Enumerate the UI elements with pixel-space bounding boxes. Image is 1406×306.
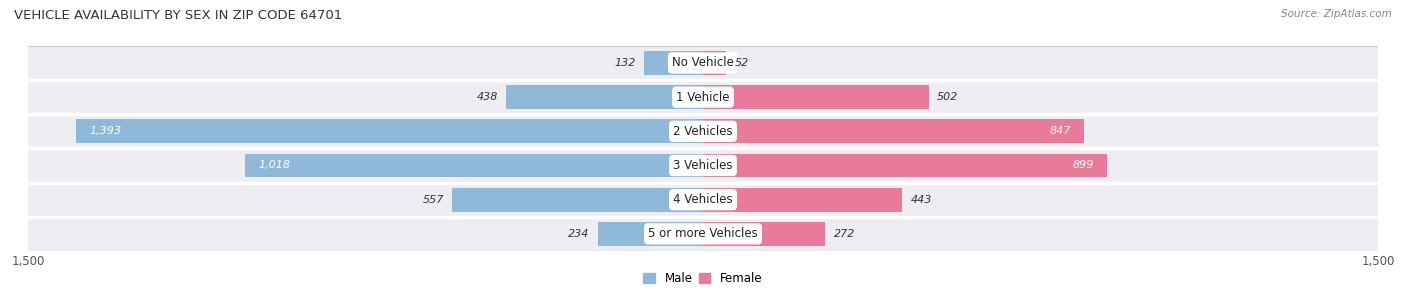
Bar — [28, 148, 1378, 183]
Bar — [703, 188, 903, 212]
Bar — [28, 80, 1378, 114]
Text: 1,018: 1,018 — [259, 160, 291, 170]
Text: 557: 557 — [423, 195, 444, 205]
Bar — [453, 188, 703, 212]
Text: 899: 899 — [1073, 160, 1094, 170]
Text: 52: 52 — [734, 58, 749, 68]
Bar — [703, 119, 1084, 143]
Text: 2 Vehicles: 2 Vehicles — [673, 125, 733, 138]
Text: 1,393: 1,393 — [90, 126, 122, 136]
Bar — [506, 85, 703, 109]
Bar — [703, 154, 1108, 177]
Bar — [703, 85, 929, 109]
Text: 234: 234 — [568, 229, 589, 239]
Bar — [28, 46, 1378, 80]
Bar — [598, 222, 703, 246]
Text: 272: 272 — [834, 229, 855, 239]
Bar — [76, 119, 703, 143]
Text: 443: 443 — [911, 195, 932, 205]
Text: 4 Vehicles: 4 Vehicles — [673, 193, 733, 206]
Text: Source: ZipAtlas.com: Source: ZipAtlas.com — [1281, 9, 1392, 19]
Bar — [245, 154, 703, 177]
Bar — [28, 114, 1378, 148]
Text: VEHICLE AVAILABILITY BY SEX IN ZIP CODE 64701: VEHICLE AVAILABILITY BY SEX IN ZIP CODE … — [14, 9, 342, 22]
Text: 502: 502 — [936, 92, 959, 102]
Text: 438: 438 — [477, 92, 498, 102]
Legend: Male, Female: Male, Female — [638, 268, 768, 290]
Bar — [28, 217, 1378, 251]
Text: 1 Vehicle: 1 Vehicle — [676, 91, 730, 104]
Text: 847: 847 — [1049, 126, 1070, 136]
Bar — [28, 183, 1378, 217]
Text: 3 Vehicles: 3 Vehicles — [673, 159, 733, 172]
Text: 5 or more Vehicles: 5 or more Vehicles — [648, 227, 758, 240]
Bar — [703, 222, 825, 246]
Text: No Vehicle: No Vehicle — [672, 57, 734, 69]
Bar — [703, 51, 727, 75]
Bar — [644, 51, 703, 75]
Text: 132: 132 — [614, 58, 636, 68]
